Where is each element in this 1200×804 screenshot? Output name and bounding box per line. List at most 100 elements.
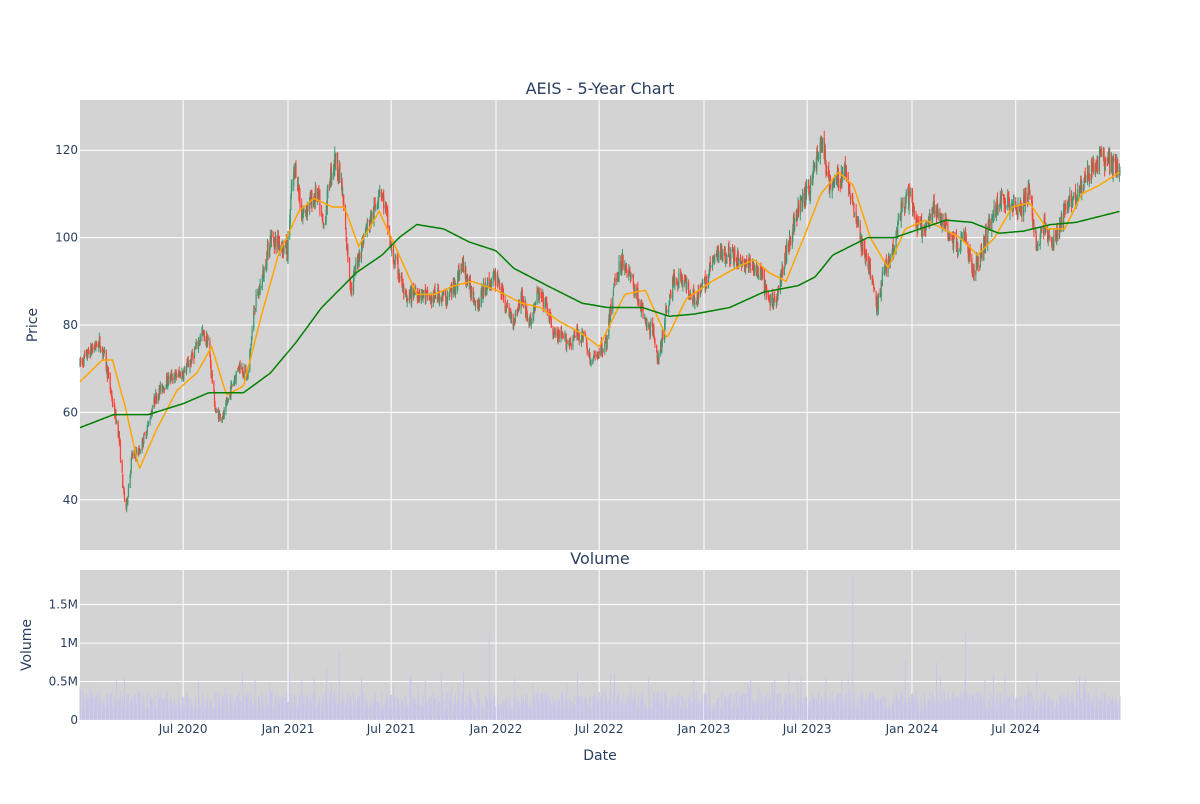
candle-up (456, 285, 458, 289)
volume-bar (425, 703, 427, 720)
volume-bar (853, 696, 855, 720)
candle-up (564, 334, 566, 339)
candle-up (877, 293, 879, 310)
volume-bar (274, 696, 276, 720)
candle-up (674, 280, 676, 285)
volume-bar (1044, 696, 1046, 720)
candle-up (413, 292, 415, 296)
volume-bar (433, 699, 435, 720)
volume-bar (306, 694, 308, 720)
candle-up (1107, 158, 1109, 163)
volume-bar (972, 694, 974, 720)
candle-down (500, 286, 502, 296)
volume-bar (243, 709, 245, 720)
candle-up (841, 173, 844, 181)
volume-bar (377, 704, 379, 720)
volume-bar (197, 709, 199, 720)
volume-bar (937, 707, 939, 720)
volume-bar (973, 699, 975, 720)
candle-down (865, 253, 868, 258)
volume-bar (996, 710, 998, 720)
volume-bar (1075, 709, 1077, 720)
volume-bar (562, 691, 564, 720)
volume-bar (976, 705, 978, 720)
volume-bar (1059, 693, 1061, 720)
volume-bar (545, 691, 547, 720)
candle-down (656, 351, 658, 360)
volume-bar (290, 693, 292, 720)
volume-bar (712, 707, 714, 720)
candle-down (401, 276, 403, 287)
volume-bar (398, 709, 400, 720)
volume-bar (753, 701, 755, 720)
candle-up (536, 290, 538, 304)
candle-down (214, 404, 216, 409)
volume-bar (493, 703, 495, 720)
candle-up (1035, 232, 1037, 234)
volume-bar (293, 709, 295, 720)
volume-bar (629, 704, 631, 720)
candle-down (1074, 190, 1077, 201)
candle-down (419, 295, 421, 299)
candle-up (1039, 235, 1041, 245)
volume-bar (500, 704, 502, 720)
volume-bar (354, 708, 356, 720)
candle-up (230, 383, 233, 386)
volume-bar (385, 704, 387, 720)
candle-up (207, 339, 209, 341)
volume-bar (907, 708, 909, 720)
volume-bar (656, 696, 658, 720)
volume-bar (788, 707, 790, 720)
candle-up (1086, 166, 1089, 183)
volume-bar (386, 696, 388, 720)
volume-bar (832, 710, 834, 720)
candle-up (150, 417, 152, 419)
volume-bar (149, 695, 151, 720)
volume-bar (734, 692, 736, 720)
volume-bar (186, 693, 188, 720)
candle-down (956, 243, 959, 254)
volume-bar (117, 700, 119, 720)
candle-down (213, 382, 215, 391)
candle-down (396, 256, 399, 262)
volume-bar (270, 691, 272, 720)
candle-down (574, 335, 576, 338)
volume-bar (728, 708, 730, 720)
candle-up (378, 196, 380, 202)
volume-bar (294, 705, 296, 720)
volume-bar (107, 697, 109, 720)
candle-up (572, 338, 574, 347)
volume-bar (135, 703, 137, 720)
volume-bar (825, 676, 827, 720)
candle-up (557, 330, 559, 340)
volume-bar (480, 705, 482, 720)
volume-bar (382, 707, 384, 720)
candle-up (801, 192, 804, 209)
volume-bar (610, 674, 612, 720)
volume-bar (274, 697, 276, 720)
volume-bar (901, 693, 903, 720)
volume-bar (421, 696, 423, 720)
volume-bar (993, 699, 995, 720)
candle-up (812, 172, 814, 184)
candle-up (306, 204, 308, 216)
volume-bar (239, 706, 241, 720)
candle-up (759, 267, 762, 276)
volume-bar (1049, 699, 1051, 720)
candle-down (427, 290, 429, 297)
volume-bar (142, 705, 144, 720)
candle-up (458, 272, 461, 280)
volume-bar (629, 701, 631, 720)
candle-up (513, 320, 515, 323)
volume-bar (957, 697, 959, 720)
candle-down (977, 256, 979, 268)
candle-down (382, 193, 384, 196)
volume-bar (513, 703, 515, 720)
candle-up (259, 284, 261, 294)
volume-bar (900, 695, 902, 720)
volume-bar (297, 705, 299, 720)
volume-bar (383, 705, 385, 720)
candle-down (626, 272, 628, 276)
volume-bar (576, 696, 578, 720)
volume-bar (457, 683, 459, 720)
